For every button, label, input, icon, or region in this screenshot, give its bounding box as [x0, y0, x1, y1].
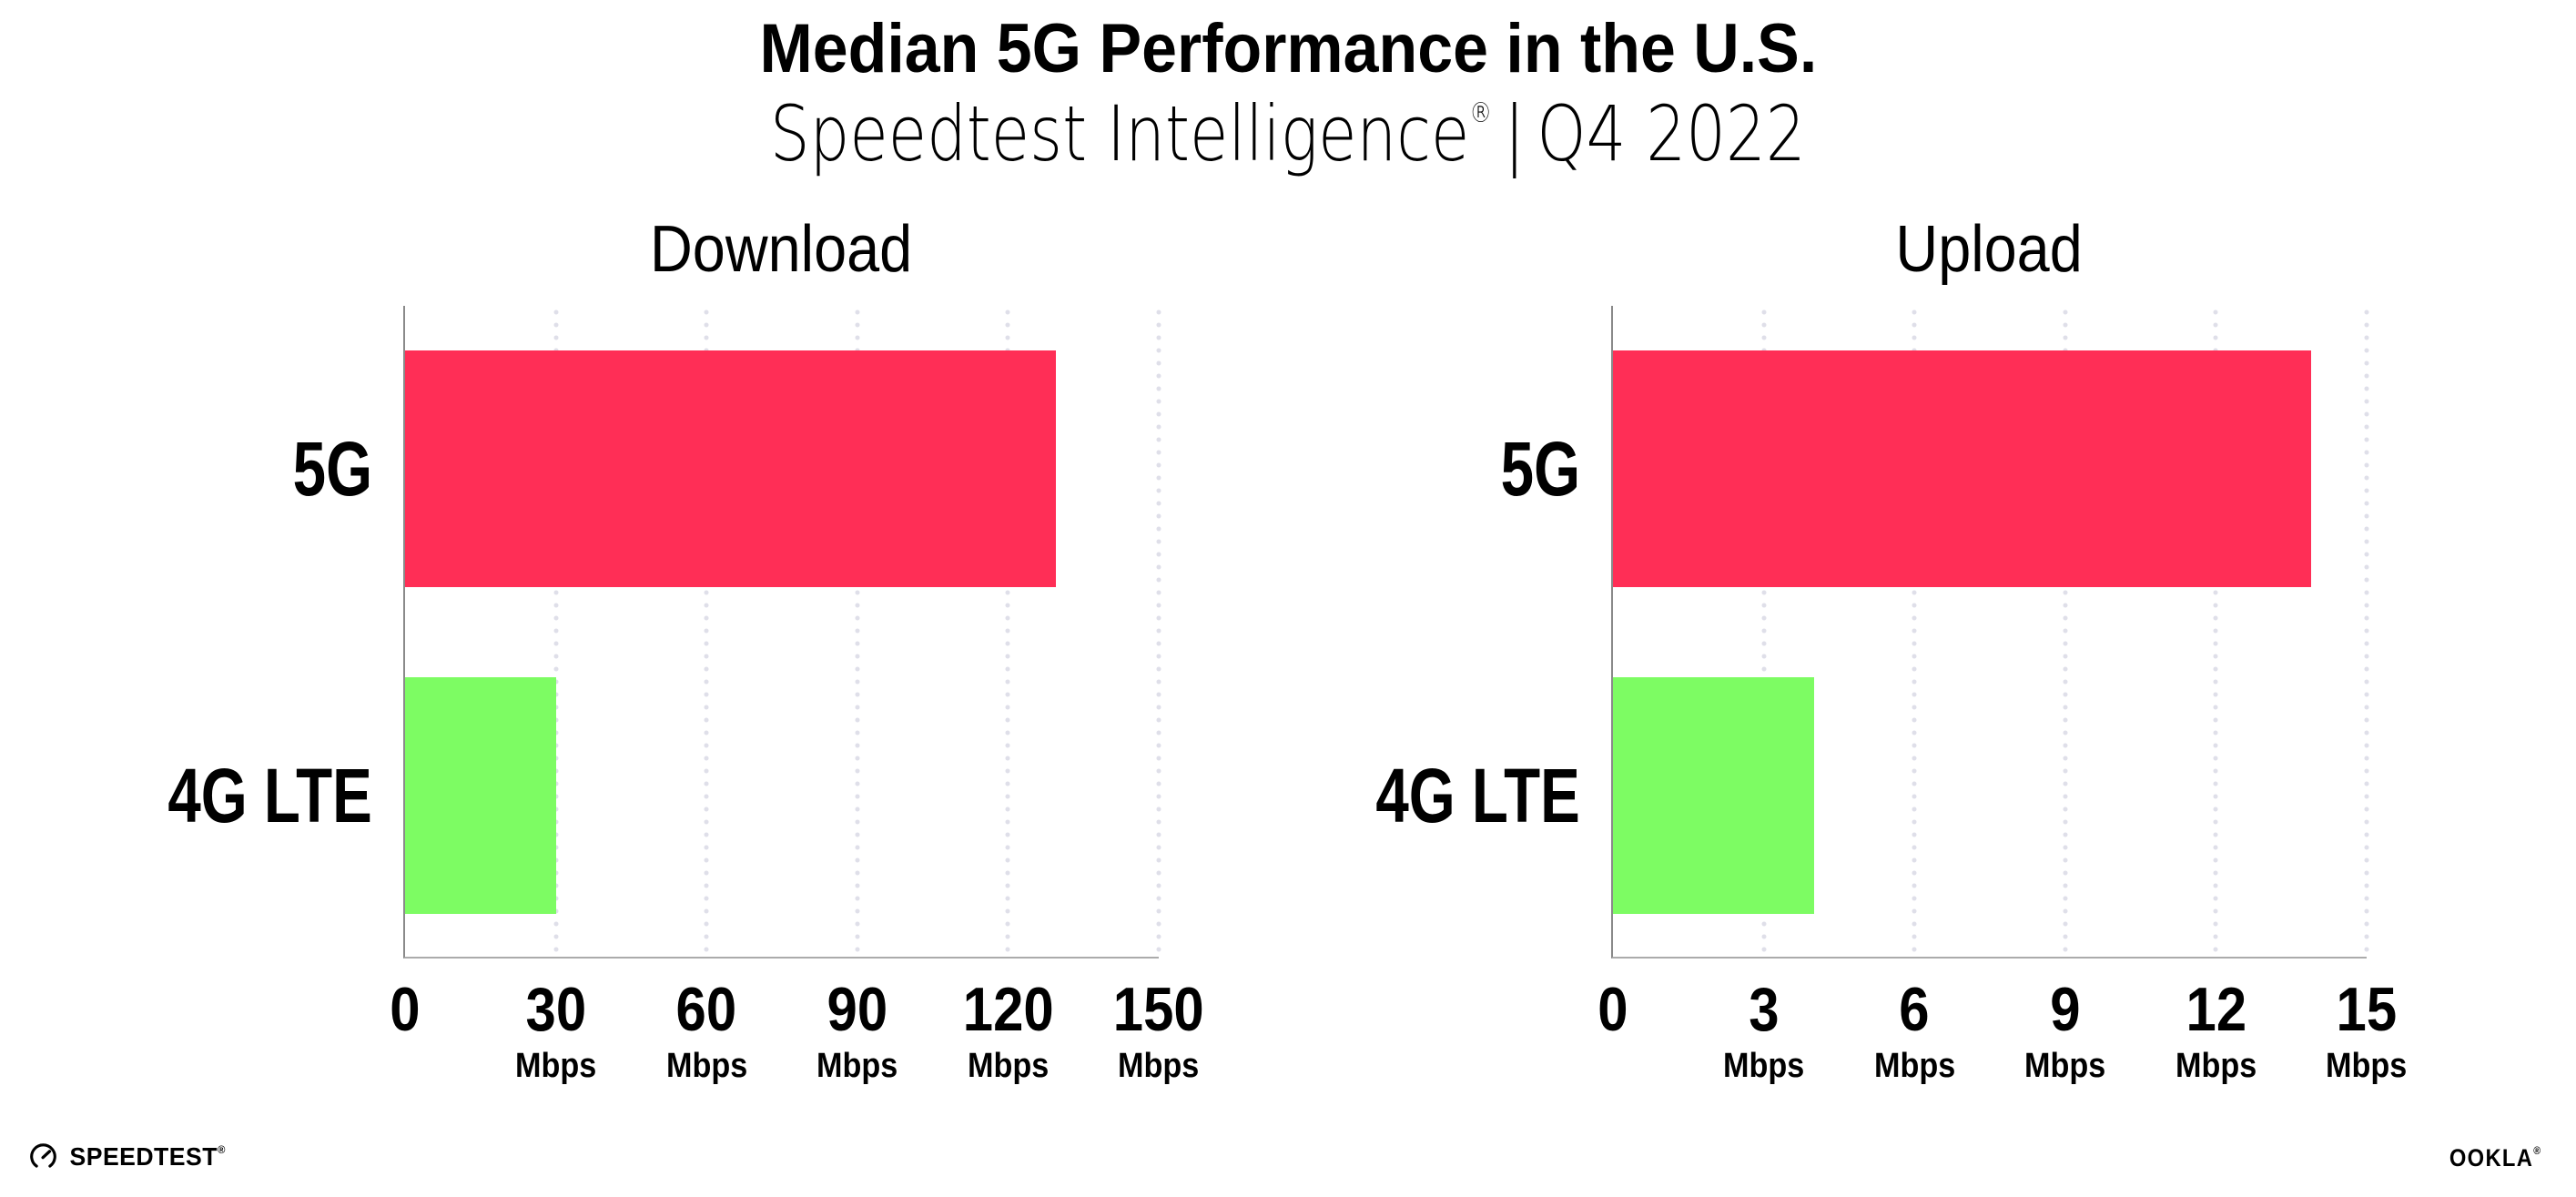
- ookla-logo-text: OOKLA: [2449, 1144, 2533, 1172]
- x-axis-tick: 15 Mbps: [2230, 979, 2503, 1083]
- bar-5g: [1613, 350, 2312, 588]
- speedtest-logo-text: SPEEDTEST: [69, 1141, 218, 1171]
- page-subtitle: Speedtest Intelligence® | Q4 2022: [0, 93, 2576, 176]
- tick-value: 12: [2186, 975, 2246, 1044]
- gridline: [553, 306, 559, 959]
- tick-unit: Mbps: [1118, 1047, 1200, 1085]
- subtitle-period: Q4 2022: [1536, 89, 1806, 178]
- tick-value: 30: [525, 975, 586, 1044]
- speedtest-gauge-icon: [29, 1142, 57, 1171]
- x-axis-tick: 120 Mbps: [871, 979, 1144, 1083]
- tick-unit: Mbps: [2024, 1047, 2106, 1085]
- chart-title-download: Download: [649, 213, 913, 286]
- plot-area-download: 5G 4G LTE 0 30 Mbps 60 Mbps 90 Mbps 120 Mbps 150 Mbp…: [168, 306, 1204, 1083]
- x-axis-tick: 9 Mbps: [1929, 979, 2202, 1083]
- gridline: [1005, 306, 1011, 959]
- speedtest-logo: SPEEDTEST®: [29, 1142, 229, 1171]
- tick-value: 60: [675, 975, 737, 1044]
- row-label-4g-lte: 4G LTE: [1375, 752, 1580, 838]
- chart-upload: Upload 5G 4G LTE 0 3 Mbps 6 Mbps 9 Mbps 12 Mbps 15 M…: [1376, 217, 2408, 1083]
- row-label-5g: 5G: [292, 426, 372, 512]
- tick-value: 3: [1748, 975, 1780, 1044]
- tick-value: 9: [2050, 975, 2081, 1044]
- x-axis-tick: 60 Mbps: [570, 979, 843, 1083]
- x-axis-tick: 3 Mbps: [1628, 979, 1901, 1083]
- subtitle-product: Speedtest Intelligence: [770, 89, 1470, 178]
- gridline: [2364, 306, 2369, 959]
- tick-unit: Mbps: [1873, 1047, 1955, 1085]
- chart-download: Download 5G 4G LTE 0 30 Mbps 60 Mbps 90 Mbps 120 M…: [168, 217, 1204, 1083]
- x-axis-tick: 0: [1476, 979, 1749, 1040]
- tick-unit: Mbps: [514, 1047, 597, 1085]
- tick-unit: Mbps: [2175, 1047, 2257, 1085]
- gridline: [704, 306, 710, 959]
- tick-unit: Mbps: [2326, 1047, 2408, 1085]
- subtitle-separator: |: [1504, 89, 1526, 178]
- tick-value: 6: [1899, 975, 1930, 1044]
- gridline: [2062, 306, 2068, 959]
- x-axis-tick: 6 Mbps: [1778, 979, 2051, 1083]
- tick-value: 90: [827, 975, 888, 1044]
- tick-unit: Mbps: [816, 1047, 898, 1085]
- x-axis-tick: 150 Mbps: [1022, 979, 1295, 1083]
- x-axis-tick: 90 Mbps: [721, 979, 994, 1083]
- tick-value: 0: [1597, 975, 1628, 1044]
- x-axis-tick: 0: [269, 979, 542, 1040]
- plot-area-upload: 5G 4G LTE 0 3 Mbps 6 Mbps 9 Mbps 12 Mbps 15 Mbps: [1376, 306, 2408, 1083]
- tick-value: 120: [962, 975, 1054, 1044]
- gridline: [854, 306, 860, 959]
- bar-4g-lte: [1613, 676, 1814, 914]
- tick-unit: Mbps: [1722, 1047, 1805, 1085]
- row-label-4g-lte: 4G LTE: [167, 752, 372, 838]
- gridline: [1156, 306, 1161, 959]
- gridline: [1760, 306, 1767, 959]
- bar-5g: [405, 350, 1056, 588]
- bar-4g-lte: [405, 676, 556, 914]
- gridline: [2213, 306, 2219, 959]
- tick-unit: Mbps: [967, 1047, 1050, 1085]
- page-title: Median 5G Performance in the U.S.: [759, 10, 1817, 87]
- speedtest-reg-icon: ®: [217, 1142, 226, 1156]
- registered-trademark-icon: ®: [1469, 97, 1493, 129]
- chart-title-upload: Upload: [1895, 213, 2083, 286]
- tick-value: 15: [2336, 975, 2398, 1044]
- ookla-reg-icon: ®: [2532, 1144, 2541, 1157]
- x-axis-tick: 30 Mbps: [420, 979, 693, 1083]
- tick-value: 0: [390, 975, 421, 1044]
- tick-value: 150: [1113, 975, 1204, 1044]
- x-axis-tick: 12 Mbps: [2079, 979, 2352, 1083]
- tick-unit: Mbps: [665, 1047, 747, 1085]
- row-label-5g: 5G: [1500, 426, 1580, 512]
- gridline: [1912, 306, 1918, 959]
- ookla-logo: OOKLA®: [2437, 1145, 2541, 1171]
